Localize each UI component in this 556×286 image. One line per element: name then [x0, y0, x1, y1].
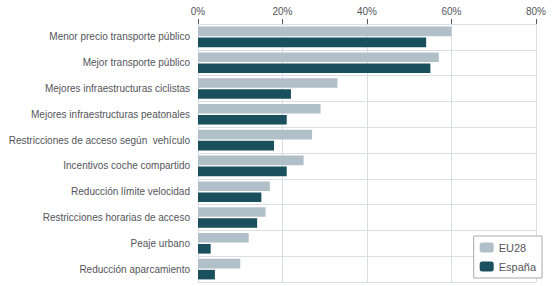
svg-text:Mejor transporte público: Mejor transporte público	[83, 57, 191, 68]
svg-text:80%: 80%	[526, 6, 546, 17]
svg-text:Restricciones horarias de acce: Restricciones horarias de acceso	[43, 212, 191, 223]
svg-text:EU28: EU28	[499, 242, 527, 254]
svg-text:0%: 0%	[191, 6, 206, 17]
svg-text:Peaje urbano: Peaje urbano	[131, 238, 191, 249]
svg-text:60%: 60%	[441, 6, 461, 17]
svg-text:Mejores infraestructuras peato: Mejores infraestructuras peatonales	[31, 109, 190, 120]
svg-text:Reducción límite velocidad: Reducción límite velocidad	[71, 186, 190, 197]
svg-text:Reducción aparcamiento: Reducción aparcamiento	[79, 264, 190, 275]
svg-text:Incentivos coche compartido: Incentivos coche compartido	[63, 160, 190, 171]
svg-text:40%: 40%	[357, 6, 377, 17]
svg-text:España: España	[499, 261, 537, 273]
svg-text:20%: 20%	[272, 6, 292, 17]
svg-text:Mejores infraestructuras cicli: Mejores infraestructuras ciclistas	[45, 83, 190, 94]
svg-text:Menor precio transporte públic: Menor precio transporte público	[49, 31, 190, 42]
svg-text:Restricciones de acceso según: Restricciones de acceso según vehículo	[9, 135, 191, 146]
